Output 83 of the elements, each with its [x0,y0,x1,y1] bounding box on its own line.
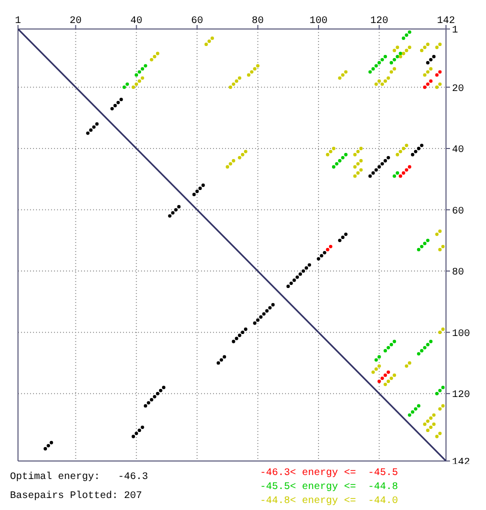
point [384,349,387,352]
y-tick-label: 40 [452,145,464,156]
point [386,346,390,350]
x-tick-label: 40 [130,16,142,27]
text: -45.5< energy <= -44.8 [260,482,398,493]
point [380,376,384,380]
point [423,346,426,350]
y-tick-label: 100 [452,328,470,340]
point [390,61,394,64]
y-tick-label: 60 [452,206,464,218]
point [426,342,430,346]
point [386,370,390,374]
point [138,70,142,74]
point [344,152,348,156]
point [335,162,338,166]
point [374,64,378,68]
point [374,358,378,362]
x-tick-label: 120 [370,16,388,27]
point [378,355,381,359]
text: -46.3< energy <= -45.5 [260,468,398,479]
point [420,244,424,248]
y-tick-label: 1 [452,26,458,37]
point [332,165,336,169]
point [384,374,387,377]
point [328,244,332,248]
point [144,64,148,68]
point [368,70,372,74]
point [429,340,433,344]
text: -44.8< energy <= -44.0 [260,496,398,507]
x-tick-label: 60 [191,16,204,27]
x-tick-label: 20 [70,16,82,27]
point [402,171,406,175]
point [398,52,402,56]
point [341,156,344,160]
point [392,58,396,62]
point [426,82,430,86]
point [134,73,138,77]
point [392,340,396,344]
point [414,407,418,411]
point [126,82,129,86]
point [396,54,400,58]
point [392,174,396,178]
point [423,86,426,89]
point [429,79,433,83]
point [326,248,330,252]
point [140,67,144,71]
x-tick-label: 100 [310,16,328,27]
point [416,352,420,356]
point [438,388,442,392]
point [380,58,384,62]
point [390,342,394,346]
point [384,54,387,58]
text: Optimal energy: -46.3 [10,472,150,483]
point [404,33,408,37]
x-tick-label: 1 [14,16,22,27]
y-tick-label: 20 [452,84,464,95]
point [122,86,126,89]
point [416,404,420,408]
point [404,168,408,172]
point [423,242,426,246]
point [435,392,439,396]
point [441,386,445,390]
point [410,410,414,414]
y-tick-label: 120 [452,390,470,402]
x-tick-label: 80 [252,16,264,27]
point [420,349,424,352]
point [438,70,442,74]
point [408,30,412,34]
point [426,238,430,242]
point [378,380,381,384]
point [398,174,402,178]
text: Basepairs Plotted: 207 [10,491,144,502]
point [408,413,412,417]
point [435,73,439,77]
point [416,248,420,252]
point [396,171,400,175]
point [402,36,406,40]
point [338,159,342,162]
point [378,61,381,64]
point [371,67,375,71]
point [408,165,412,169]
y-tick-label: 80 [452,268,464,279]
x-tick-label: 142 [436,16,456,27]
